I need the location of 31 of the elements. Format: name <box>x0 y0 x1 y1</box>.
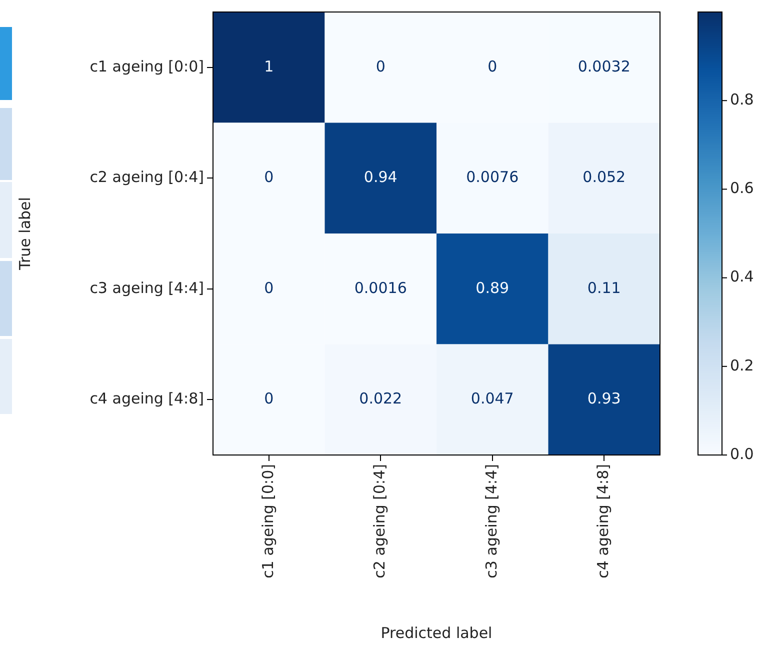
data-label: 0.052 <box>582 168 626 186</box>
y-tick-label: c1 ageing [0:0] <box>90 57 204 76</box>
x-tick-label: c1 ageing [0:0] <box>258 464 277 578</box>
data-label: 0 <box>264 390 274 408</box>
data-label: 0.022 <box>359 390 402 408</box>
data-label: 0.93 <box>587 390 621 408</box>
data-label: 0.0016 <box>354 278 407 297</box>
data-label: 0.0032 <box>578 57 630 76</box>
x-tick-label: c3 ageing [4:4] <box>482 464 500 578</box>
x-tick-label: c4 ageing [4:8] <box>594 464 612 578</box>
data-label: 0.11 <box>587 278 621 297</box>
x-axis-title: Predicted label <box>380 624 492 642</box>
color-bar-label: 0.2 <box>730 356 754 374</box>
data-label: 0.94 <box>364 168 398 186</box>
data-label: 0.89 <box>476 278 510 297</box>
data-label: 0 <box>264 278 274 297</box>
y-tick-label: c3 ageing [4:4] <box>90 278 204 297</box>
data-label: 0.047 <box>470 390 514 408</box>
data-label: 0 <box>264 168 274 186</box>
y-tick-label: c4 ageing [4:8] <box>90 390 204 408</box>
y-axis-title: True label <box>16 197 34 271</box>
color-bar-label: 0.6 <box>730 179 754 198</box>
color-bar-label: 0.8 <box>730 90 754 108</box>
color-bar-label: 0.4 <box>730 268 754 286</box>
data-label: 0.0076 <box>466 168 519 186</box>
x-tick-label: c2 ageing [0:4] <box>370 464 389 578</box>
data-label: 1 <box>264 57 274 76</box>
data-label: 0 <box>376 57 386 76</box>
color-bar-label: 0.0 <box>730 444 754 463</box>
y-tick-label: c2 ageing [0:4] <box>90 168 204 186</box>
data-label: 0 <box>488 57 498 76</box>
